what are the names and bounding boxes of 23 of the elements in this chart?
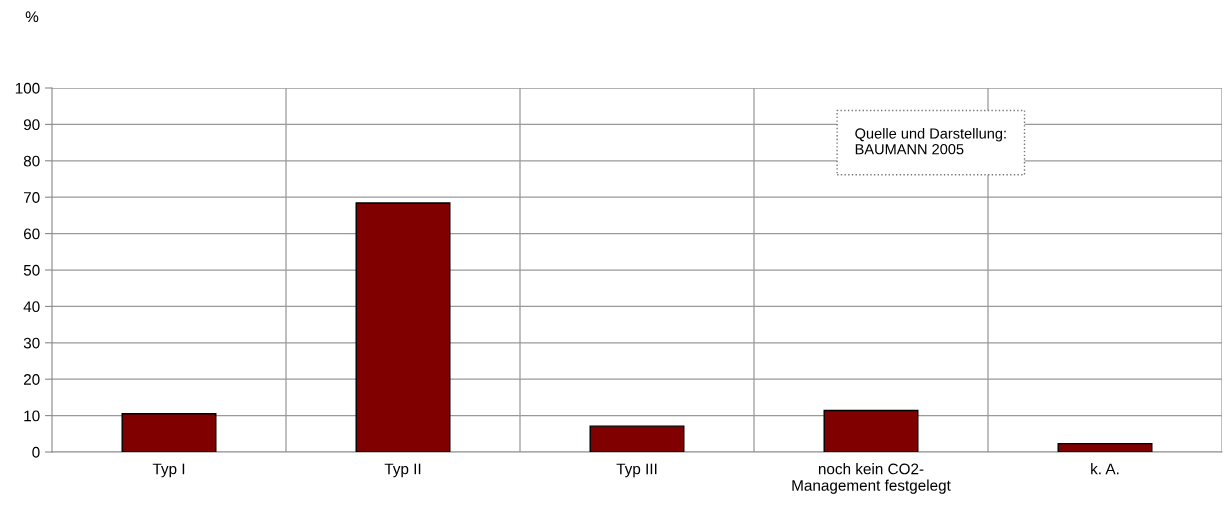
x-tick-label: noch kein CO2- Management festgelegt (792, 463, 951, 494)
x-tick-label: Typ II (384, 463, 421, 478)
x-tick-label: Typ I (152, 463, 185, 478)
y-tick-label: 20 (23, 374, 40, 385)
y-tick-label: 60 (23, 228, 40, 240)
y-tick-label: 50 (23, 264, 40, 276)
bar (1057, 442, 1153, 452)
y-tick-label: 80 (23, 155, 40, 167)
annotation: Quelle und Darstellung: BAUMANN 2005 (855, 127, 1006, 155)
y-tick-label: 10 (24, 410, 40, 422)
y-tick-label: 0 (32, 446, 40, 458)
bar (589, 425, 685, 452)
y-tick-label: 100 (15, 82, 40, 94)
y-tick-label: 70 (23, 192, 40, 203)
y-axis-title: % (25, 11, 39, 23)
bar (355, 202, 451, 452)
y-tick-label: 90 (23, 119, 40, 131)
bar (823, 409, 919, 452)
x-tick-label: k. A. (1091, 463, 1119, 475)
y-tick-label: 30 (23, 337, 40, 349)
bar (121, 413, 217, 452)
y-tick-label: 40 (23, 301, 40, 313)
x-tick-label: Typ III (616, 463, 657, 478)
